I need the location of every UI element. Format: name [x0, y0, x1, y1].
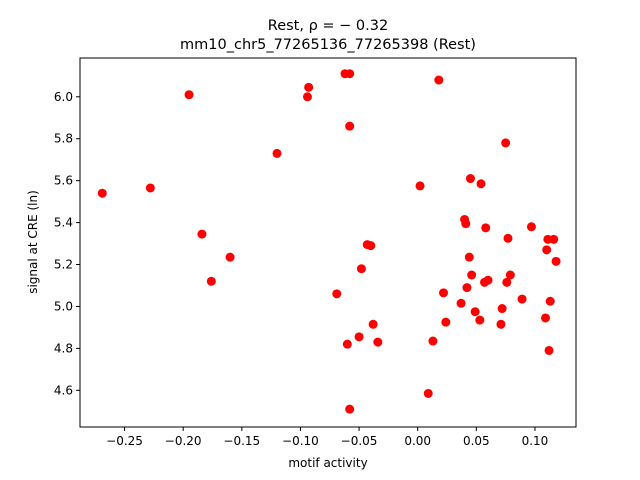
data-point	[145, 183, 155, 193]
data-point	[302, 92, 312, 102]
data-point	[502, 277, 512, 287]
data-point	[441, 317, 451, 327]
y-tick-label: 4.6	[54, 383, 73, 397]
y-axis-ticks: 4.6 4.8 5.0 5.2 5.4 5.6 5.8 6.0	[54, 90, 80, 397]
data-point	[517, 294, 527, 304]
x-tick-label: −0.25	[106, 434, 143, 448]
data-point	[356, 264, 366, 274]
data-point	[366, 241, 376, 251]
data-point	[541, 313, 551, 323]
data-point	[354, 332, 364, 342]
data-point	[97, 188, 107, 198]
data-point	[497, 304, 507, 314]
data-point	[206, 276, 216, 286]
data-point	[415, 181, 425, 191]
data-point	[462, 283, 472, 293]
data-point	[501, 138, 511, 148]
y-tick-label: 6.0	[54, 90, 73, 104]
data-point	[184, 90, 194, 100]
data-point	[476, 179, 486, 189]
y-tick-label: 5.0	[54, 299, 73, 313]
plot-area-frame	[79, 57, 577, 428]
data-point	[342, 339, 352, 349]
data-point	[461, 219, 471, 229]
x-tick-label: −0.10	[282, 434, 319, 448]
data-point	[465, 174, 475, 184]
data-point	[549, 234, 559, 244]
x-tick-label: 0.10	[522, 434, 549, 448]
data-point	[483, 275, 493, 285]
y-tick-label: 5.4	[54, 216, 73, 230]
data-points	[97, 69, 561, 414]
x-tick-label: 0.00	[404, 434, 431, 448]
data-point	[368, 319, 378, 329]
data-point	[345, 404, 355, 414]
data-point	[470, 307, 480, 317]
data-point	[505, 270, 515, 280]
data-point	[467, 270, 477, 280]
x-tick-label: 0.05	[463, 434, 490, 448]
data-point	[423, 388, 433, 398]
y-tick-label: 4.8	[54, 341, 73, 355]
data-point	[496, 319, 506, 329]
data-point	[332, 289, 342, 299]
data-point	[545, 296, 555, 306]
data-point	[464, 252, 474, 262]
data-point	[434, 75, 444, 85]
x-axis-ticks: −0.25 −0.20 −0.15 −0.10 −0.05 0.00 0.05 0.10	[106, 427, 548, 448]
data-point	[456, 298, 466, 308]
y-tick-label: 5.8	[54, 132, 73, 146]
chart-subtitle: mm10_chr5_77265136_77265398 (Rest)	[180, 37, 476, 53]
data-point	[345, 121, 355, 131]
data-point	[197, 229, 207, 239]
data-point	[544, 345, 554, 355]
data-point	[526, 222, 536, 232]
chart-title: Rest, ρ = − 0.32	[268, 18, 388, 34]
x-tick-label: −0.15	[223, 434, 260, 448]
data-point	[503, 233, 513, 243]
y-axis-label: signal at CRE (ln)	[26, 190, 40, 294]
data-point	[438, 288, 448, 298]
data-point	[345, 69, 355, 79]
x-tick-label: −0.05	[341, 434, 378, 448]
y-tick-label: 5.2	[54, 258, 73, 272]
data-point	[304, 82, 314, 92]
data-point	[481, 223, 491, 233]
data-point	[428, 336, 438, 346]
x-tick-label: −0.20	[165, 434, 202, 448]
y-tick-label: 5.6	[54, 174, 73, 188]
data-point	[551, 256, 561, 266]
data-point	[542, 245, 552, 255]
data-point	[475, 315, 485, 325]
data-point	[272, 148, 282, 158]
x-axis-label: motif activity	[288, 456, 367, 470]
data-point	[373, 337, 383, 347]
data-point	[225, 252, 235, 262]
